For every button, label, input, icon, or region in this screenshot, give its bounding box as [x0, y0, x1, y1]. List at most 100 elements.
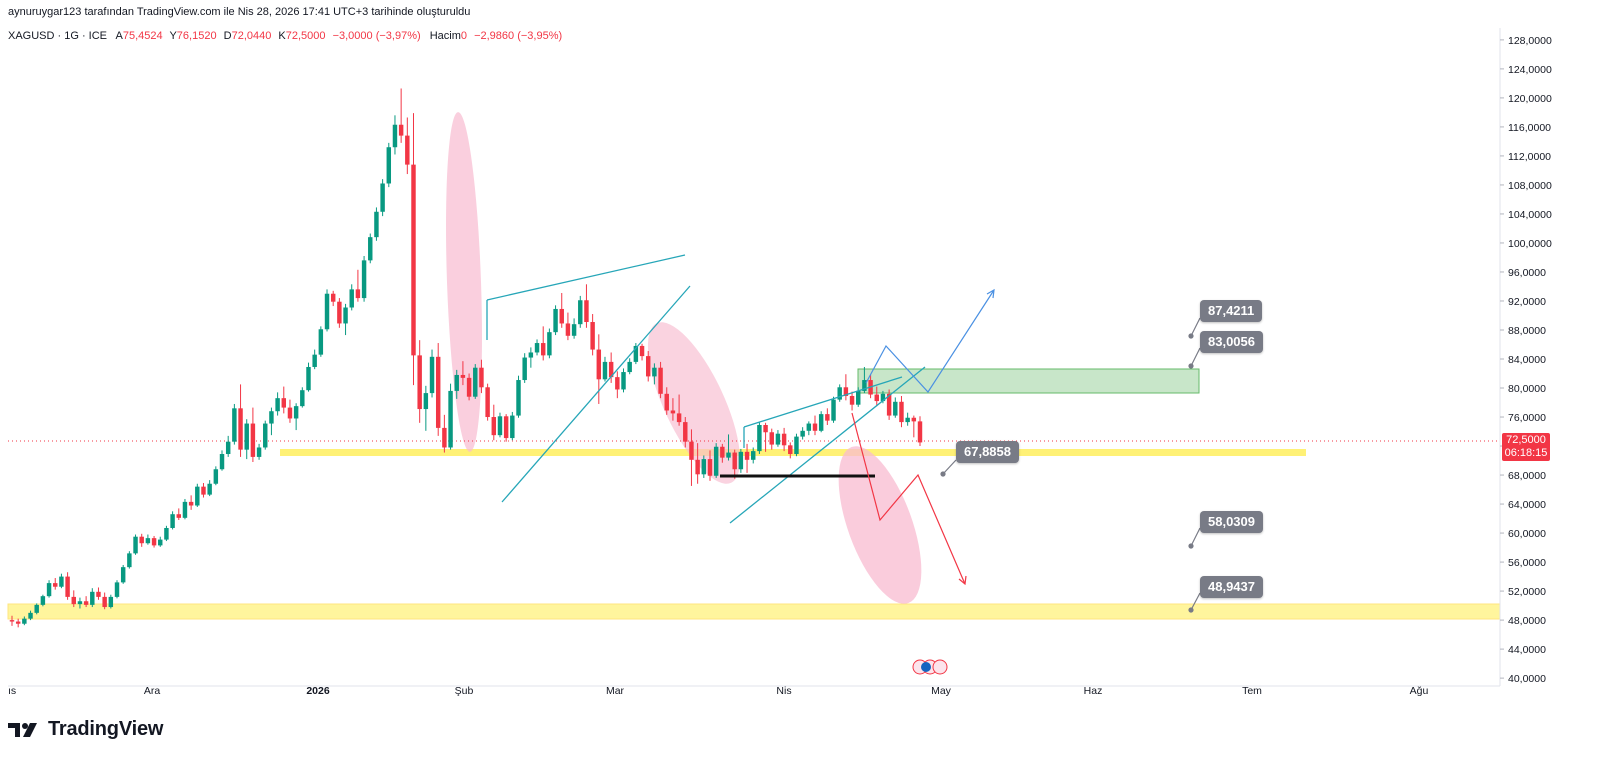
candle-body — [751, 451, 756, 460]
price-tick-label: 64,0000 — [1508, 499, 1546, 511]
candle-body — [176, 514, 181, 518]
time-tick-label: May — [931, 685, 952, 697]
candle-body — [151, 538, 157, 546]
candle-body — [794, 436, 799, 455]
close-value: 72,5000 — [285, 30, 326, 42]
candle-body — [553, 308, 558, 333]
time-scale[interactable]: ıs Ara 2026 Şub Mar Nis May Haz Tem Ağu — [8, 685, 1428, 697]
candle-body — [287, 407, 293, 419]
callout-2-pointer — [1190, 347, 1201, 367]
candle-body — [608, 361, 614, 378]
candle-body — [355, 289, 361, 299]
callout-58[interactable]: 58,0309 — [1200, 511, 1263, 533]
candle-body — [120, 567, 126, 583]
candle-body — [195, 486, 200, 506]
candle-body — [53, 583, 58, 587]
candle-body — [899, 401, 904, 423]
candle-body — [578, 300, 583, 325]
candle-body — [213, 469, 219, 484]
callout-87[interactable]: 87,4211 — [1200, 300, 1263, 322]
candle-body — [361, 260, 367, 299]
candle-body — [90, 591, 95, 605]
bar-countdown: 06:18:15 — [1504, 447, 1548, 459]
candle-body — [386, 147, 392, 184]
candle-body — [263, 423, 268, 448]
trend-line-lower-1 — [501, 285, 691, 503]
candle-body — [497, 416, 503, 436]
pink-ellipse-3[interactable] — [822, 436, 939, 614]
callout-48[interactable]: 48,9437 — [1200, 576, 1263, 598]
candle-body — [232, 408, 237, 442]
blue-projection[interactable] — [865, 289, 995, 393]
symbol-name[interactable]: XAGUSD · 1G · ICE — [8, 30, 108, 42]
candles-group — [9, 88, 923, 628]
price-tick-label: 68,0000 — [1508, 470, 1546, 482]
volume-label: Hacim — [429, 30, 461, 42]
trend-lines[interactable] — [486, 254, 926, 524]
candle-body — [442, 427, 447, 448]
tradingview-brand[interactable]: TradingView — [8, 718, 163, 741]
candle-body — [411, 164, 416, 356]
candle-body — [145, 538, 151, 544]
candle-body — [534, 343, 540, 353]
candle-body — [726, 452, 731, 458]
candle-body — [300, 390, 305, 407]
trend-line-lower-2 — [729, 366, 926, 524]
callout-67[interactable]: 67,8858 — [956, 441, 1019, 463]
open-label: A — [115, 30, 123, 42]
yellow-zone-lower[interactable] — [7, 603, 1501, 620]
candle-body — [244, 423, 249, 450]
price-scale[interactable]: 128,0000 124,0000 120,0000 116,0000 112,0000… — [1500, 35, 1552, 685]
candle-body — [114, 582, 120, 597]
candle-body — [485, 387, 490, 418]
candle-body — [528, 352, 534, 358]
us-flag-icon — [921, 662, 931, 672]
callout-83[interactable]: 83,0056 — [1200, 331, 1263, 353]
callout-5-pointer — [1190, 592, 1201, 611]
candle-body — [256, 447, 262, 457]
candle-body — [658, 367, 663, 394]
candle-body — [479, 367, 484, 388]
candle-body — [188, 501, 194, 506]
price-tick-label: 104,0000 — [1508, 209, 1552, 221]
candle-body — [732, 452, 737, 470]
candle-body — [59, 576, 64, 587]
red-projection[interactable] — [851, 412, 966, 585]
tradingview-logo-icon — [8, 722, 37, 737]
callout-3-pointer — [942, 459, 957, 475]
volume-value: 0 — [460, 30, 468, 42]
candle-body — [34, 604, 39, 613]
candle-body — [689, 441, 694, 460]
candle-body — [713, 446, 719, 476]
candle-body — [683, 422, 688, 442]
candle-body — [547, 332, 552, 356]
price-tick-label: 80,0000 — [1508, 383, 1546, 395]
trend-line-upper-1 — [486, 254, 686, 301]
open-value: 75,4524 — [122, 30, 163, 42]
time-tick-label: Ağu — [1410, 685, 1429, 697]
candle-body — [127, 553, 132, 568]
candle-body — [825, 414, 830, 421]
event-markers[interactable] — [912, 659, 948, 675]
green-zone[interactable] — [857, 368, 1200, 394]
candle-body — [238, 408, 243, 450]
yellow-zone-upper[interactable] — [280, 449, 1306, 456]
candle-body — [275, 398, 280, 412]
candle-body — [417, 355, 422, 410]
high-label: Y — [169, 30, 177, 42]
price-tick-label: 52,0000 — [1508, 586, 1546, 598]
candle-body — [170, 514, 175, 528]
candle-body — [207, 483, 212, 495]
candle-body — [330, 293, 336, 302]
candle-body — [676, 413, 682, 423]
candle-body — [602, 361, 608, 380]
price-tick-label: 40,0000 — [1508, 673, 1546, 685]
pink-ellipse-1[interactable] — [441, 112, 487, 453]
pink-ellipse-2[interactable] — [630, 311, 759, 496]
candle-body — [491, 417, 497, 436]
candle-body — [621, 372, 626, 390]
candle-body — [28, 612, 33, 619]
last-price-tag: 72,5000 06:18:15 — [1502, 433, 1550, 461]
candle-body — [83, 601, 89, 605]
